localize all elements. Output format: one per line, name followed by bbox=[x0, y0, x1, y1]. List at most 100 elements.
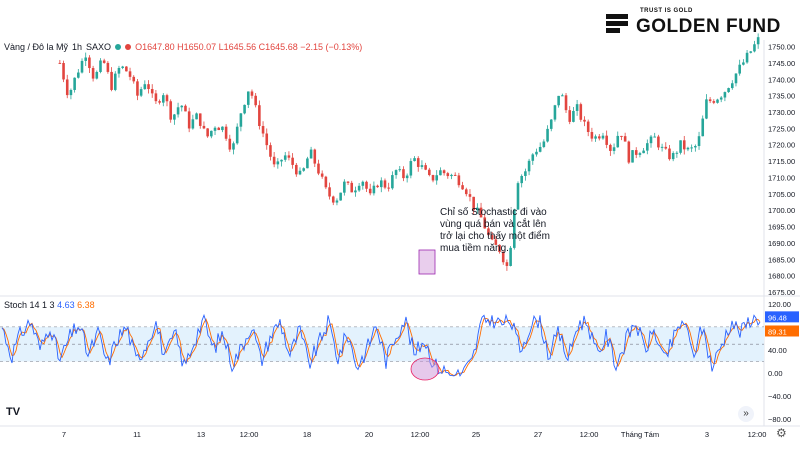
candle-body bbox=[727, 88, 730, 93]
interval-label[interactable]: 1h bbox=[72, 42, 83, 52]
candle-body bbox=[756, 37, 760, 45]
market-status-dot bbox=[115, 44, 122, 50]
stoch-axis-label: −80.00 bbox=[768, 415, 791, 424]
candle-body bbox=[609, 144, 612, 151]
candle-body bbox=[169, 101, 172, 120]
tradingview-logo-icon[interactable]: TV bbox=[6, 406, 21, 418]
stoch-name[interactable]: Stoch 14 1 3 bbox=[4, 300, 55, 310]
scroll-to-realtime-button[interactable]: » bbox=[738, 406, 754, 422]
candle-body bbox=[479, 207, 483, 218]
candle-body bbox=[272, 156, 276, 165]
price-axis-label: 1700.00 bbox=[768, 206, 795, 215]
candle-body bbox=[627, 141, 631, 163]
candle-body bbox=[516, 183, 520, 210]
candle-body bbox=[694, 145, 697, 148]
candle-body bbox=[679, 140, 682, 153]
stoch-axis-label: −40.00 bbox=[768, 392, 791, 401]
candle-body bbox=[431, 175, 435, 181]
candle-body bbox=[716, 99, 719, 103]
candle-body bbox=[62, 63, 65, 80]
candle-body bbox=[513, 209, 516, 248]
candle-body bbox=[250, 91, 254, 96]
candle-body bbox=[331, 196, 335, 203]
oversold-highlight-ellipse bbox=[410, 357, 440, 381]
candle-body bbox=[125, 66, 128, 72]
candle-body bbox=[77, 72, 80, 78]
candle-body bbox=[597, 136, 601, 139]
candle-body bbox=[365, 181, 368, 189]
symbol-name[interactable]: Vàng / Đô la Mỹ bbox=[4, 42, 69, 52]
candle-body bbox=[527, 160, 531, 172]
candle-body bbox=[117, 67, 121, 74]
time-axis-label: 12:00 bbox=[240, 430, 259, 439]
candle-body bbox=[213, 127, 217, 131]
candle-body bbox=[239, 113, 243, 127]
candle-body bbox=[561, 95, 564, 97]
candle-body bbox=[165, 95, 169, 102]
candle-body bbox=[623, 136, 627, 142]
candle-body bbox=[409, 161, 413, 176]
candle-body bbox=[742, 62, 745, 65]
candle-body bbox=[557, 95, 560, 106]
candle-body bbox=[564, 95, 568, 111]
candle-body bbox=[483, 217, 487, 229]
candle-body bbox=[280, 159, 283, 162]
stoch-axis-label: 40.00 bbox=[768, 346, 787, 355]
symbol-status-dot bbox=[125, 44, 132, 50]
candle-body bbox=[276, 161, 280, 165]
candle-body bbox=[150, 89, 154, 94]
candle-body bbox=[158, 101, 161, 103]
candle-body bbox=[498, 244, 501, 252]
candle-body bbox=[490, 235, 494, 240]
candle-body bbox=[73, 77, 76, 90]
exchange-label: SAXO bbox=[86, 42, 112, 52]
stoch-axis-label: 120.00 bbox=[768, 300, 791, 309]
candle-body bbox=[745, 52, 749, 63]
candle-body bbox=[376, 185, 379, 188]
candle-body bbox=[387, 187, 390, 189]
stoch-k-line bbox=[1, 313, 761, 377]
candle-body bbox=[210, 130, 213, 137]
candle-body bbox=[420, 165, 424, 167]
time-axis-label: 12:00 bbox=[748, 430, 767, 439]
candle-body bbox=[620, 135, 623, 137]
candle-body bbox=[413, 158, 416, 162]
candle-body bbox=[424, 165, 427, 170]
candle-body bbox=[269, 145, 272, 157]
candle-body bbox=[235, 126, 239, 144]
candle-body bbox=[339, 192, 342, 201]
candle-body bbox=[594, 136, 597, 139]
candle-body bbox=[343, 181, 346, 193]
candle-body bbox=[690, 147, 693, 149]
candle-body bbox=[572, 110, 575, 122]
stoch-axis-label: 0.00 bbox=[768, 369, 783, 378]
candle-body bbox=[734, 73, 738, 84]
price-axis-label: 1735.00 bbox=[768, 92, 795, 101]
price-axis-label: 1725.00 bbox=[768, 124, 795, 133]
candle-body bbox=[391, 175, 394, 189]
candle-body bbox=[320, 173, 324, 177]
candle-body bbox=[542, 141, 546, 147]
oversold-highlight-box bbox=[418, 249, 436, 275]
candle-body bbox=[649, 136, 653, 144]
candle-body bbox=[254, 95, 257, 106]
candle-body bbox=[95, 71, 99, 79]
candle-body bbox=[453, 174, 457, 176]
candle-body bbox=[147, 84, 150, 90]
candle-body bbox=[416, 158, 420, 167]
gear-icon[interactable]: ⚙ bbox=[776, 426, 787, 440]
candle-body bbox=[664, 146, 668, 149]
candle-body bbox=[753, 44, 756, 52]
candle-body bbox=[439, 170, 442, 176]
price-axis-label: 1720.00 bbox=[768, 141, 795, 150]
candle-body bbox=[686, 147, 690, 150]
candle-body bbox=[708, 99, 712, 102]
time-axis-label: 12:00 bbox=[411, 430, 430, 439]
candle-body bbox=[139, 89, 143, 96]
candle-body bbox=[84, 57, 88, 61]
price-axis-label: 1745.00 bbox=[768, 59, 795, 68]
candle-body bbox=[228, 138, 232, 150]
candle-body bbox=[749, 51, 753, 53]
